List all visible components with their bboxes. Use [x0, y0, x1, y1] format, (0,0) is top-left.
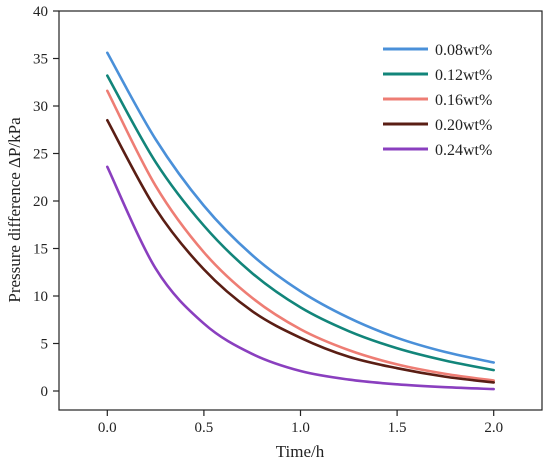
y-tick-label: 5 [41, 337, 49, 353]
legend-label: 0.24wt% [435, 142, 492, 159]
legend-label: 0.16wt% [435, 92, 492, 109]
y-tick-label: 20 [33, 194, 48, 210]
x-tick-label: 1.5 [388, 420, 407, 436]
x-tick-label: 1.0 [291, 420, 310, 436]
legend-label: 0.08wt% [435, 42, 492, 59]
x-tick-label: 0.0 [98, 420, 117, 436]
series-line-0.16wt% [106, 89, 495, 382]
x-axis-title: Time/h [276, 442, 325, 461]
series-line-0.08wt% [106, 51, 495, 364]
x-tick-label: 0.5 [195, 420, 214, 436]
y-axis-title: Pressure difference ΔP/kPa [5, 117, 24, 303]
legend-label: 0.20wt% [435, 117, 492, 134]
y-tick-label: 40 [33, 4, 48, 20]
ticks: 0.0 0.5 1.0 1.5 2.0 0 5 10 15 20 25 30 35 40 [33, 4, 503, 436]
y-tick-label: 15 [33, 242, 48, 258]
x-tick-label: 2.0 [484, 420, 503, 436]
series-line-0.12wt% [106, 74, 495, 372]
y-tick-label: 0 [41, 384, 49, 400]
series-lines [106, 51, 495, 391]
y-tick-label: 10 [33, 289, 48, 305]
series-line-0.20wt% [106, 118, 495, 384]
y-tick-label: 35 [33, 52, 48, 68]
y-tick-label: 30 [33, 99, 48, 115]
series-line-0.24wt% [106, 165, 495, 391]
y-tick-label: 25 [33, 147, 48, 163]
legend: 0.08wt% 0.12wt% 0.16wt% 0.20wt% 0.24wt% [383, 42, 492, 159]
legend-label: 0.12wt% [435, 67, 492, 84]
